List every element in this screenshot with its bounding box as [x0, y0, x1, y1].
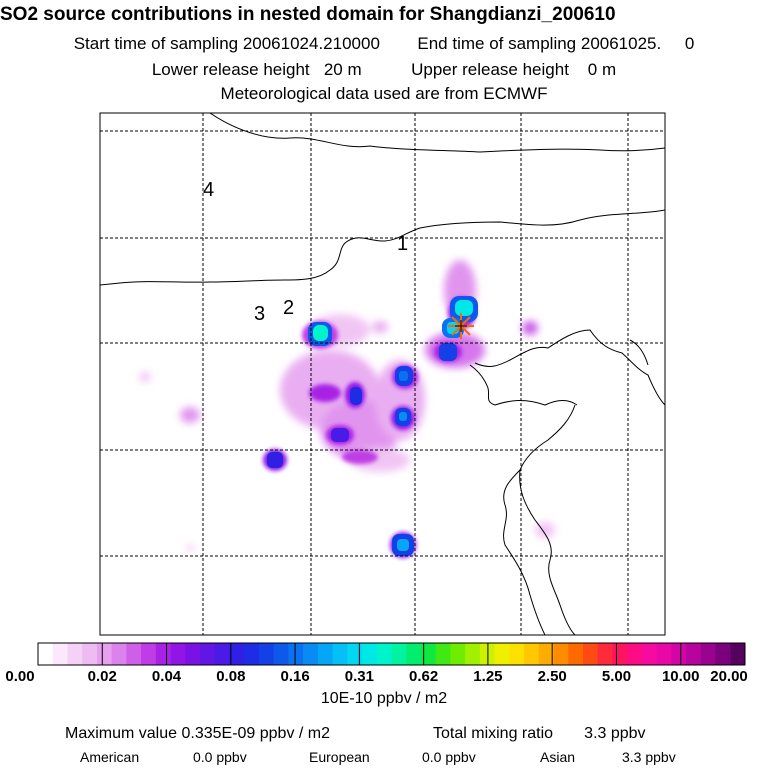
max-value-label: Maximum value 0.335E-09 ppbv / m2	[65, 725, 331, 742]
colorbar-swatch	[465, 643, 481, 665]
colorbar-swatch	[641, 643, 658, 665]
colorbar-swatch	[597, 643, 613, 665]
colorbar-swatch	[450, 643, 466, 665]
colorbar-swatch	[362, 643, 378, 665]
colorbar-swatch	[244, 643, 260, 665]
colorbar-swatch	[509, 643, 525, 665]
colorbar-swatch	[656, 643, 672, 665]
colorbar-swatch	[126, 643, 142, 665]
colorbar-tick-label: 10.00	[661, 668, 700, 685]
colorbar-swatch	[141, 643, 157, 665]
colorbar-swatch	[376, 643, 392, 665]
colorbar-swatch	[715, 643, 731, 665]
colorbar-swatch	[303, 643, 319, 665]
american-value: 0.0 ppbv	[193, 749, 247, 765]
receptor-star-icon	[448, 313, 474, 339]
region-label-4: 4	[203, 179, 214, 201]
plot-title: SO2 source contributions in nested domai…	[0, 4, 616, 25]
colorbar-swatch	[332, 643, 348, 665]
met-data-label: Meteorological data used are from ECMWF	[220, 84, 548, 103]
colorbar-swatch	[155, 643, 172, 665]
colorbar-swatch	[406, 643, 422, 665]
colorbar-swatch	[82, 643, 98, 665]
upper-release-label: Upper release height 0 m	[411, 60, 617, 79]
colorbar-swatch	[200, 643, 216, 665]
region-label-3: 3	[254, 303, 265, 325]
colorbar-swatch	[317, 643, 334, 665]
colorbar-tick-label: 0.16	[280, 668, 310, 685]
colorbar-swatch	[214, 643, 230, 665]
asian-value: 3.3 ppbv	[622, 749, 676, 765]
colorbar-swatch	[96, 643, 113, 665]
region-label-2: 2	[283, 297, 294, 319]
colorbar-tick-label: 0.31	[344, 668, 374, 685]
colorbar-swatch	[730, 643, 746, 665]
colorbar-swatch	[229, 643, 245, 665]
colorbar-swatch	[391, 643, 407, 665]
lat-lon-grid	[100, 113, 665, 635]
start-time-label: Start time of sampling 20061024.210000	[73, 34, 380, 53]
release-heights: Lower release height 20 m Upper release …	[0, 60, 768, 80]
colorbar-tick-label: 0.04	[151, 668, 182, 685]
american-label: American	[80, 749, 140, 765]
colorbar-tick-label: 20.00	[710, 668, 748, 685]
colorbar-swatch	[524, 643, 540, 665]
colorbar-unit-label: 10E-10 ppbv / m2	[320, 690, 448, 707]
colorbar-swatch	[185, 643, 201, 665]
lower-release-label: Lower release height 20 m	[151, 60, 362, 79]
colorbar	[37, 642, 746, 666]
colorbar-tick-label: 0.08	[216, 668, 246, 685]
european-label: European	[309, 749, 370, 765]
colorbar-tick-label: 1.25	[473, 668, 503, 685]
european-value: 0.0 ppbv	[422, 749, 476, 765]
colorbar-swatch	[686, 643, 702, 665]
colorbar-swatch	[671, 643, 687, 665]
sampling-times: Start time of sampling 20061024.210000 E…	[0, 34, 768, 54]
colorbar-swatch	[420, 643, 437, 665]
colorbar-swatch	[612, 643, 628, 665]
asian-label: Asian	[540, 749, 576, 765]
colorbar-swatch	[52, 643, 68, 665]
colorbar-swatch	[67, 643, 83, 665]
region-label-1: 1	[397, 233, 408, 255]
colorbar-tick-label: 0.62	[409, 668, 439, 685]
colorbar-swatch	[494, 643, 510, 665]
colorbar-swatch	[627, 643, 643, 665]
colorbar-tick-label: 0.00	[5, 668, 35, 685]
colorbar-tick-label: 5.00	[601, 668, 632, 685]
colorbar-swatch	[538, 643, 555, 665]
concentration-field	[139, 260, 555, 558]
colorbar-border	[37, 642, 746, 666]
colorbar-swatch	[553, 643, 569, 665]
total-mixing-label: Total mixing ratio 3.3 ppbv	[433, 725, 646, 742]
colorbar-swatch	[38, 643, 54, 665]
colorbar-swatch	[170, 643, 186, 665]
colorbar-tick-label: 0.02	[87, 668, 117, 685]
colorbar-swatch	[700, 643, 717, 665]
colorbar-swatch	[435, 643, 451, 665]
map-frame	[99, 112, 666, 636]
colorbar-swatch	[288, 643, 304, 665]
boundary-lines	[100, 113, 665, 635]
colorbar-tick-label: 2.50	[537, 668, 567, 685]
end-time-label: End time of sampling 20061025. 0	[417, 34, 695, 53]
colorbar-swatch	[347, 643, 363, 665]
colorbar-swatch	[273, 643, 289, 665]
colorbar-swatch	[258, 643, 275, 665]
colorbar-swatch	[582, 643, 599, 665]
colorbar-swatch	[111, 643, 127, 665]
colorbar-swatch	[568, 643, 584, 665]
